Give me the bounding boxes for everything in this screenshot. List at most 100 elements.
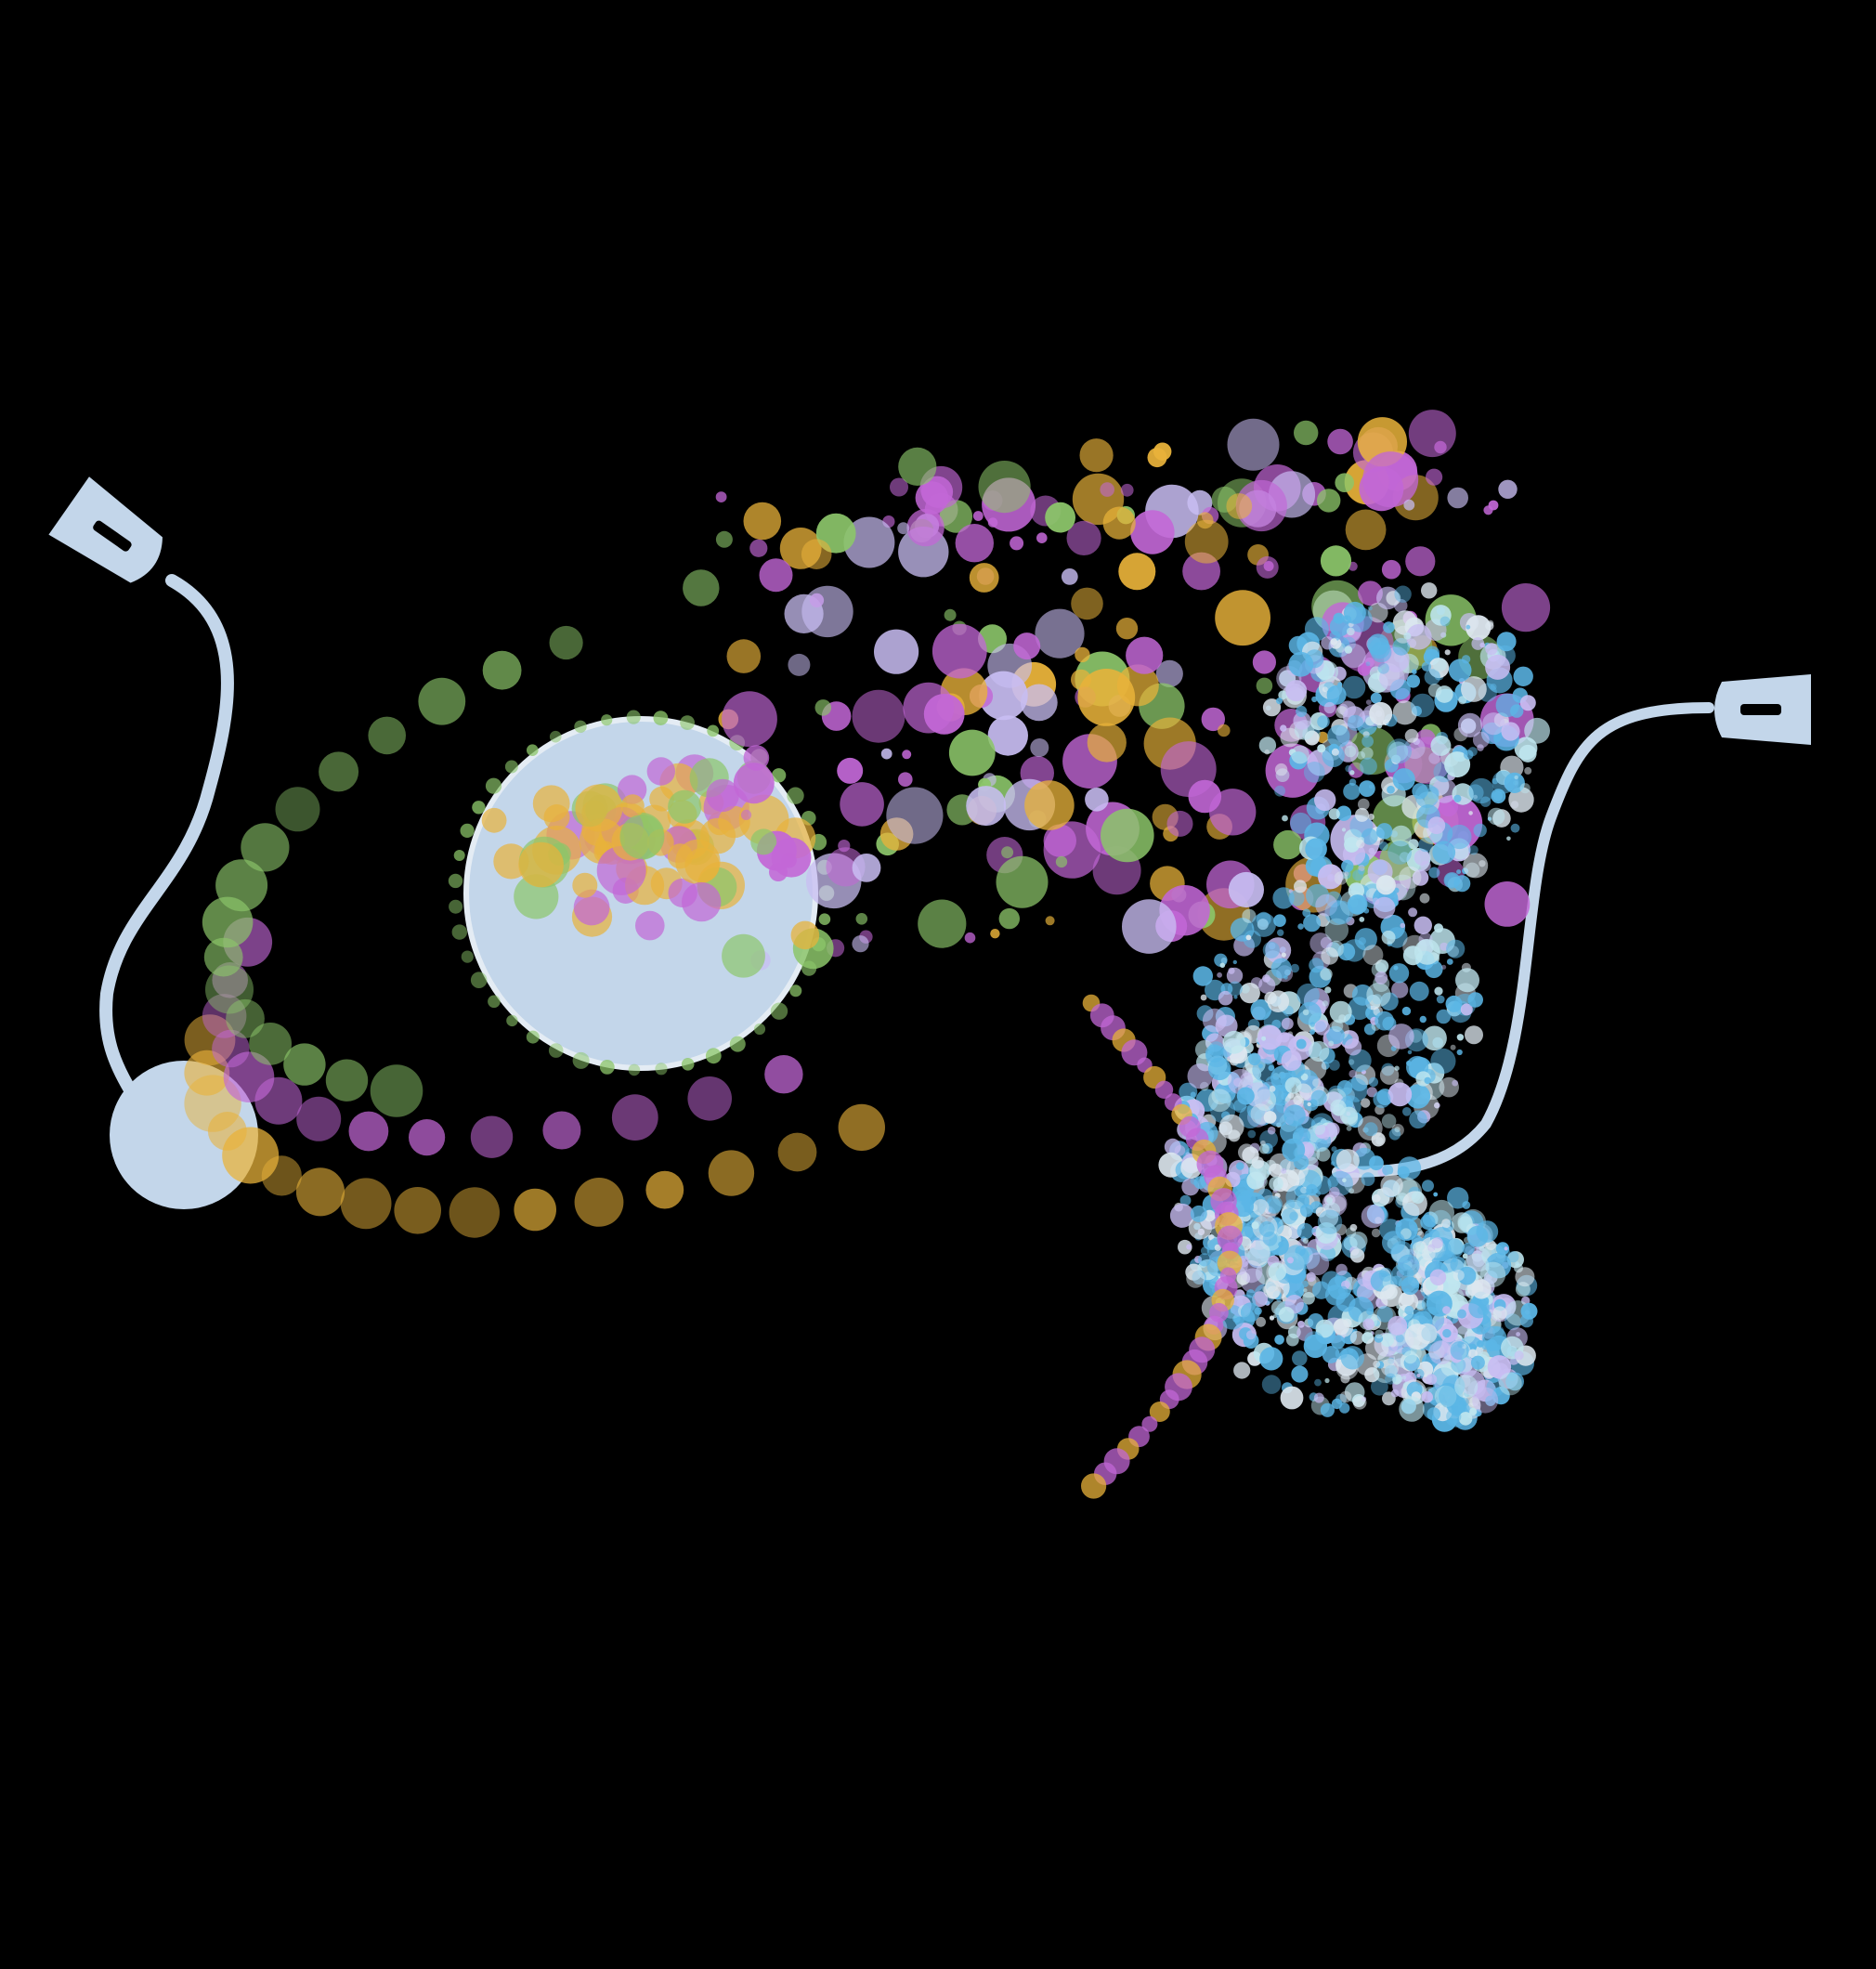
particle-dot xyxy=(1335,1263,1348,1276)
particle-dot xyxy=(1379,1065,1400,1085)
particle-dot xyxy=(1268,1262,1287,1281)
particle-dot xyxy=(1244,1024,1262,1044)
particle-dot xyxy=(1169,1203,1194,1228)
particle-dot xyxy=(1291,1365,1309,1383)
particle-dot xyxy=(1473,823,1487,838)
particle-dot xyxy=(1362,1318,1374,1330)
particle-dot xyxy=(1485,1395,1496,1406)
particle-dot xyxy=(461,950,474,963)
particle-dot xyxy=(1456,1034,1465,1041)
particle-dot xyxy=(1269,1086,1276,1092)
particle-dot xyxy=(1190,1091,1196,1098)
particle-dot xyxy=(504,760,518,774)
particle-dot xyxy=(1278,690,1288,700)
particle-dot xyxy=(1378,1267,1393,1282)
particle-dot xyxy=(1349,1223,1358,1232)
particle-dot xyxy=(1399,852,1410,863)
particle-dot xyxy=(1434,986,1443,996)
particle-dot xyxy=(1457,1356,1474,1373)
particle-dot xyxy=(1447,824,1472,850)
particle-dot xyxy=(1392,768,1415,791)
particle-dot xyxy=(1276,698,1283,705)
particle-dot xyxy=(1240,1302,1260,1323)
particle-dot xyxy=(1467,992,1483,1008)
particle-dot xyxy=(1045,502,1075,533)
particle-dot xyxy=(1463,750,1474,760)
particle-dot xyxy=(1407,1050,1413,1055)
particle-dot xyxy=(1302,1292,1315,1305)
particle-dot xyxy=(705,1048,722,1064)
particle-dot xyxy=(789,984,802,998)
particle-dot xyxy=(1343,601,1366,624)
particle-dot xyxy=(1309,1040,1330,1063)
particle-dot xyxy=(470,1115,514,1158)
particle-dot xyxy=(1317,1209,1343,1234)
particle-dot xyxy=(1261,1036,1267,1041)
particle-dot xyxy=(1192,1270,1206,1285)
particle-dot xyxy=(1307,1102,1311,1107)
particle-dot xyxy=(1374,1334,1384,1343)
particle-dot xyxy=(880,748,892,760)
particle-dot xyxy=(1233,995,1238,999)
particle-dot xyxy=(1010,536,1024,551)
particle-dot xyxy=(1367,814,1374,820)
particle-dot xyxy=(1514,737,1538,761)
particle-dot xyxy=(655,1063,668,1076)
particle-dot xyxy=(1420,1214,1436,1230)
particle-dot xyxy=(1263,1111,1277,1124)
particle-dot xyxy=(1413,1242,1426,1255)
particle-dot xyxy=(1294,420,1319,446)
particle-dot xyxy=(1270,958,1292,979)
particle-dot xyxy=(1466,615,1492,641)
particle-dot xyxy=(1436,995,1445,1004)
particle-dot xyxy=(1043,824,1077,857)
particle-dot xyxy=(1217,1225,1244,1252)
particle-dot xyxy=(1288,890,1305,906)
particle-dot xyxy=(1444,873,1459,888)
particle-dot xyxy=(1101,808,1154,863)
particle-dot xyxy=(1278,1241,1284,1247)
particle-dot xyxy=(1401,1006,1412,1016)
particle-dot xyxy=(575,784,623,832)
particle-dot xyxy=(1251,1221,1259,1230)
particle-dot xyxy=(370,1064,423,1117)
particle-dot xyxy=(1331,1146,1337,1153)
particle-dot xyxy=(944,608,957,621)
cable-right xyxy=(1332,674,1811,1178)
particle-dot xyxy=(1327,724,1350,748)
particle-dot xyxy=(1326,873,1335,882)
particle-dot xyxy=(1252,1199,1270,1216)
particle-dot xyxy=(1252,1058,1275,1082)
particle-dot xyxy=(1281,1017,1294,1030)
particle-dot xyxy=(1297,923,1304,930)
particle-dot xyxy=(348,1111,389,1152)
particle-dot xyxy=(931,623,987,679)
particle-dot xyxy=(1387,738,1412,764)
particle-dot xyxy=(1519,695,1536,711)
particle-dot xyxy=(1380,1173,1403,1197)
particle-dot xyxy=(1405,1084,1431,1109)
particle-dot xyxy=(1461,676,1487,702)
particle-dot xyxy=(1365,661,1371,667)
particle-dot xyxy=(1453,794,1462,802)
particle-dot xyxy=(1320,968,1333,981)
particle-dot xyxy=(1363,1024,1376,1036)
particle-dot xyxy=(948,729,996,776)
particle-dot xyxy=(1349,1331,1364,1345)
particle-dot xyxy=(1419,893,1430,904)
particle-dot xyxy=(1256,555,1279,579)
particle-dot xyxy=(1120,483,1134,497)
particle-dot xyxy=(1166,810,1193,837)
particle-dot xyxy=(818,913,831,925)
particle-dot xyxy=(1406,674,1421,688)
particle-dot xyxy=(1507,1372,1517,1381)
particle-dot xyxy=(1381,930,1396,945)
particle-dot xyxy=(1250,1103,1271,1125)
particle-dot xyxy=(1290,963,1300,973)
particle-dot xyxy=(1469,1396,1479,1407)
particle-dot xyxy=(1179,1194,1192,1206)
particle-dot xyxy=(1193,1176,1207,1190)
particle-dot xyxy=(1314,1378,1322,1387)
particle-dot xyxy=(753,1023,766,1036)
